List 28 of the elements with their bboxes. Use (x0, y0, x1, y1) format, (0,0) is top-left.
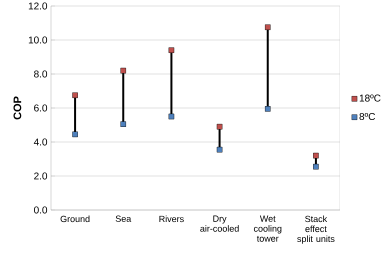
point (216, 124, 222, 130)
point (168, 114, 174, 120)
point (264, 106, 271, 112)
x-tick-label: Wet cooling tower (254, 216, 282, 242)
point (120, 68, 126, 74)
x-tick-label: Dry air-cooled (200, 216, 239, 232)
point (72, 92, 78, 98)
point (120, 121, 126, 127)
point (216, 146, 222, 152)
point (168, 47, 174, 53)
y-tick-label: 4.0 (34, 138, 48, 146)
y-tick-label: 0.0 (34, 206, 48, 214)
y-tick-label: 10.0 (28, 36, 48, 44)
y-tick-label: 12.0 (28, 2, 48, 10)
y-tick-label: 8.0 (34, 70, 48, 78)
x-tick-label: Rivers (159, 216, 184, 222)
point (313, 164, 319, 170)
y-tick-label: 6.0 (34, 104, 48, 112)
x-tick-label: Sea (116, 216, 132, 222)
point (313, 152, 319, 158)
legend-label: 8ºC (359, 112, 376, 120)
legend-label: 18ºC (360, 94, 381, 102)
point (72, 132, 78, 138)
point (264, 24, 271, 30)
x-tick-label: Stack effect split units (297, 216, 335, 244)
y-tick-label: 2.0 (34, 172, 48, 180)
x-tick-label: Ground (60, 216, 90, 222)
y-axis-title: COP (14, 96, 22, 120)
